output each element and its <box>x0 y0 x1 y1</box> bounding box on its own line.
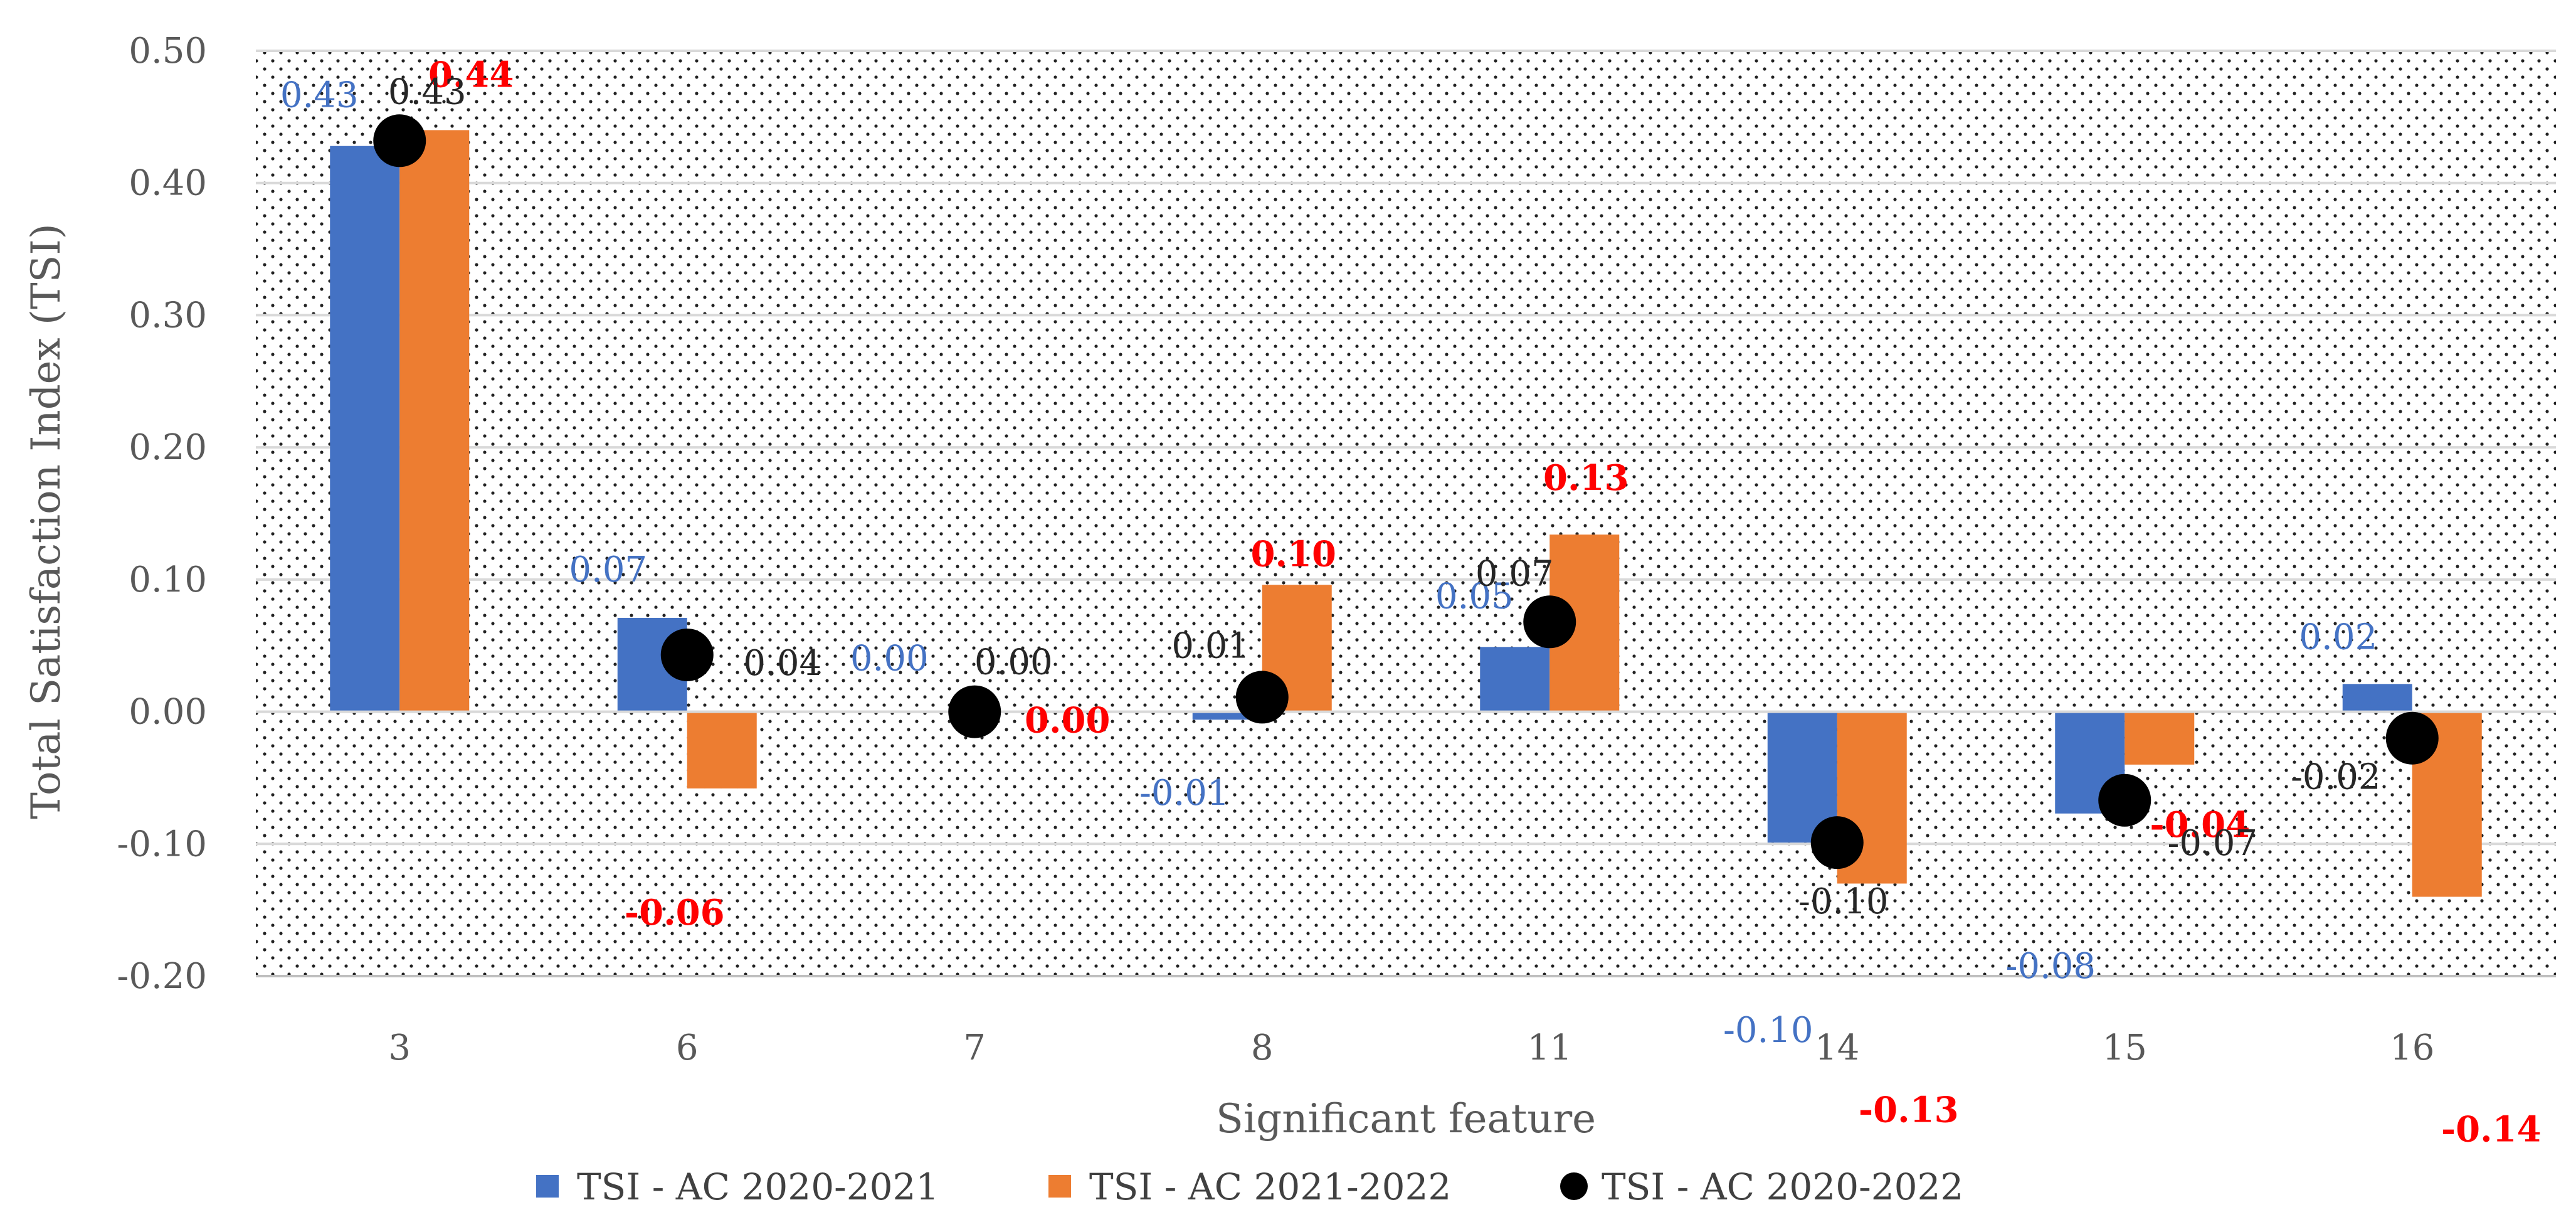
legend-label-series-2021-2022: TSI - AC 2021-2022 <box>1089 1166 1451 1208</box>
y-tick-label: 0.10 <box>129 560 207 600</box>
y-tick-label: -0.10 <box>117 824 207 864</box>
plot-area <box>256 51 2556 976</box>
point-2020-2022 <box>373 114 426 167</box>
legend-label-series-2020-2021: TSI - AC 2020-2021 <box>577 1166 939 1208</box>
axes <box>256 710 2556 977</box>
label-2020-2022: 0.07 <box>1475 553 1554 594</box>
x-tick-label: 6 <box>676 1028 699 1068</box>
x-tick-label: 3 <box>388 1028 411 1068</box>
x-tick-label: 8 <box>1251 1028 1274 1068</box>
label-2021-2022: 0.10 <box>1251 533 1336 575</box>
bar-2020-2021 <box>2342 684 2412 712</box>
point-2020-2022 <box>1235 671 1289 724</box>
bar-2021-2022 <box>687 711 757 789</box>
bar-2021-2022 <box>399 130 470 712</box>
y-tick-label: -0.20 <box>117 956 207 997</box>
point-2020-2022 <box>1810 816 1864 869</box>
x-tick-label: 16 <box>2390 1028 2434 1068</box>
y-tick-label: 0.50 <box>129 31 207 72</box>
label-2020-2022: -0.07 <box>2167 823 2257 864</box>
label-2020-2022: 0.04 <box>743 643 821 684</box>
bar-2021-2022 <box>2125 711 2195 765</box>
data-labels: 0.43 0.07 0.00 -0.01 0.05 -0.10 -0.08 0.02 0.44 -… <box>280 54 2542 1150</box>
label-2020-2021: -0.10 <box>1723 1010 1813 1051</box>
label-2021-2022: 0.13 <box>1543 457 1628 499</box>
legend-swatch-series-2020-2021 <box>536 1175 559 1198</box>
y-tick-label: 0.40 <box>129 163 207 204</box>
label-2021-2022: -0.04 <box>2150 804 2250 846</box>
x-tick-label: 14 <box>1815 1028 1859 1068</box>
legend-label-series-2020-2022: TSI - AC 2020-2022 <box>1602 1166 1963 1208</box>
y-axis-title: Total Satisfaction Index (TSI) <box>23 223 70 819</box>
label-2020-2022: 0.43 <box>388 72 467 112</box>
tick-labels: -0.20 -0.10 0.00 0.10 0.20 0.30 0.40 0.50 3 6 7 8 11… <box>117 31 2434 1068</box>
y-tick-label: 0.30 <box>129 295 207 336</box>
label-2021-2022: 0.44 <box>428 54 514 95</box>
label-2020-2021: -0.08 <box>2005 946 2096 987</box>
label-2021-2022: -0.14 <box>2441 1109 2542 1150</box>
point-2020-2022 <box>2098 773 2151 827</box>
label-2020-2021: 0.02 <box>2299 617 2377 657</box>
label-2020-2021: 0.07 <box>569 550 647 590</box>
bar-2020-2021 <box>330 146 400 712</box>
points <box>373 114 2439 869</box>
label-2020-2021: 0.00 <box>850 639 929 679</box>
legend: TSI - AC 2020-2021 TSI - AC 2021-2022 TS… <box>536 1166 1963 1208</box>
legend-swatch-series-2021-2022 <box>1048 1175 1071 1198</box>
label-2020-2021: 0.43 <box>280 75 359 116</box>
label-2020-2022: -0.02 <box>2291 757 2381 798</box>
y-tick-label: 0.00 <box>129 692 207 733</box>
x-axis-title: Significant feature <box>1216 1096 1596 1142</box>
label-2020-2022: 0.00 <box>974 642 1053 683</box>
label-2020-2021: -0.01 <box>1139 773 1230 814</box>
x-tick-label: 11 <box>1528 1028 1572 1068</box>
label-2021-2022: -0.13 <box>1859 1090 1959 1131</box>
point-2020-2022 <box>948 685 1001 738</box>
plot-background <box>256 51 2556 976</box>
label-2021-2022: 0.00 <box>1025 700 1110 741</box>
bars <box>330 130 2482 897</box>
x-tick-label: 15 <box>2103 1028 2147 1068</box>
point-2020-2022 <box>660 628 714 681</box>
label-2020-2021: 0.05 <box>1435 576 1514 617</box>
label-2020-2022: 0.01 <box>1171 625 1250 666</box>
point-2020-2022 <box>2385 711 2439 765</box>
x-tick-label: 7 <box>963 1028 986 1068</box>
label-2021-2022: -0.06 <box>625 892 725 933</box>
y-tick-label: 0.20 <box>129 427 207 468</box>
legend-marker-series-2020-2022 <box>1560 1172 1588 1200</box>
point-2020-2022 <box>1523 595 1576 649</box>
bar-2020-2021 <box>1480 647 1550 712</box>
label-2020-2022: -0.10 <box>1798 881 1889 922</box>
